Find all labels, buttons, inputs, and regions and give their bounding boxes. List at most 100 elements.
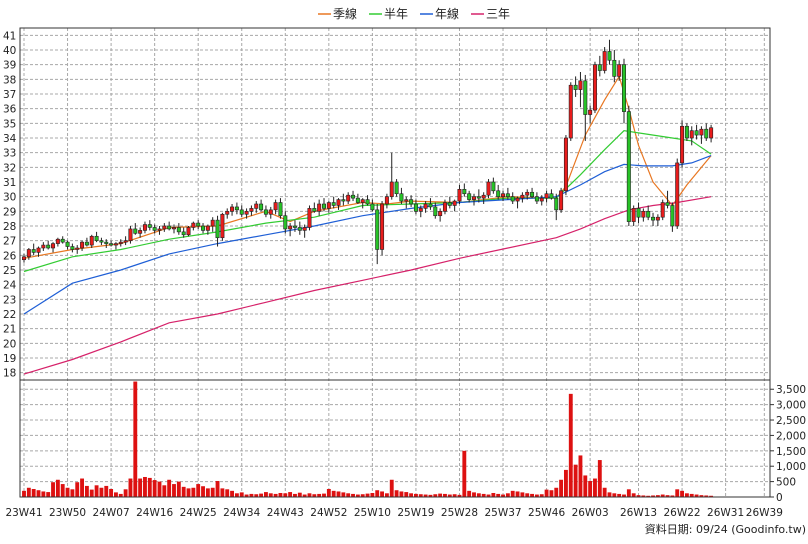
- candle-body: [133, 228, 138, 234]
- candle-body: [380, 203, 385, 250]
- legend-label-3: 三年: [486, 7, 510, 21]
- candle-body: [622, 64, 626, 112]
- volume-bar: [684, 493, 689, 497]
- x-tick-label: 24W16: [136, 507, 173, 519]
- candle-body: [554, 197, 559, 211]
- price-tick-label: 21: [3, 324, 16, 336]
- candle-body: [481, 194, 486, 199]
- x-tick-label: 25W28: [441, 507, 478, 519]
- volume-panel-frame: [19, 379, 771, 498]
- x-tick-label: 26W13: [620, 507, 657, 519]
- price-tick-label: 24: [3, 280, 17, 292]
- candle-body: [142, 224, 147, 231]
- volume-bar: [317, 493, 322, 497]
- price-tick-label: 29: [3, 206, 16, 218]
- x-tick-label: 26W39: [746, 507, 783, 519]
- volume-bar: [172, 484, 176, 497]
- volume-bar: [646, 495, 651, 497]
- candle-body: [317, 203, 322, 212]
- volume-bar: [593, 478, 597, 497]
- volume-bar: [22, 490, 26, 497]
- candle-body: [413, 203, 418, 212]
- volume-bar: [559, 479, 564, 497]
- price-tick-label: 30: [3, 192, 16, 204]
- volume-bar: [210, 487, 215, 497]
- candle-body: [31, 249, 36, 253]
- volume-bar: [41, 491, 46, 497]
- volume-bar: [689, 493, 694, 497]
- volume-bar: [128, 478, 133, 497]
- volume-bar: [380, 491, 384, 497]
- volume-bar: [196, 484, 201, 497]
- price-tick-label: 35: [3, 118, 16, 130]
- volume-bar: [704, 495, 709, 497]
- volume-bar: [322, 493, 326, 497]
- volume-bar: [452, 494, 457, 497]
- candle-body: [123, 240, 128, 243]
- volume-bars: [22, 381, 714, 497]
- candle-body: [176, 227, 181, 233]
- volume-bar: [515, 491, 520, 497]
- volume-bar: [607, 492, 612, 497]
- candle-body: [530, 191, 535, 197]
- volume-bar: [244, 494, 249, 497]
- candle-body: [191, 222, 196, 228]
- volume-bar: [152, 480, 157, 497]
- volume-bar: [26, 487, 31, 497]
- candle-body: [375, 209, 380, 250]
- price-tick-label: 26: [3, 250, 17, 262]
- candle-body: [244, 211, 249, 215]
- volume-bar: [389, 479, 394, 497]
- volume-bar: [312, 494, 317, 497]
- volume-bar: [89, 489, 94, 497]
- volume-bar: [534, 494, 539, 497]
- volume-bar: [118, 493, 123, 497]
- candle-body: [370, 203, 375, 211]
- candle-body: [467, 193, 472, 200]
- volume-axis: 0 500 1,000 1,500 2,000 2,500 3,000 3,500: [770, 384, 806, 504]
- volume-bar: [273, 493, 278, 497]
- volume-bar: [375, 490, 380, 497]
- volume-bar: [104, 485, 109, 497]
- volume-bar: [278, 492, 283, 497]
- candle-body: [651, 216, 656, 221]
- candle-body: [563, 137, 568, 192]
- volume-bar: [75, 482, 80, 497]
- candle-body: [268, 209, 273, 215]
- price-tick-label: 32: [3, 162, 16, 174]
- candle-body: [341, 199, 346, 202]
- volume-bar: [302, 494, 307, 497]
- volume-bar: [94, 485, 99, 497]
- candle-body: [225, 211, 230, 215]
- legend: 季線 半年 年線 三年: [318, 6, 510, 21]
- ma-line-3: [23, 196, 712, 375]
- candle-body: [312, 208, 317, 212]
- candle-body: [699, 128, 704, 136]
- candle-body: [322, 203, 326, 209]
- candle-body: [394, 181, 399, 195]
- volume-bar: [351, 493, 355, 497]
- volume-bar: [583, 475, 588, 497]
- volume-bar: [70, 489, 75, 497]
- volume-bar: [370, 492, 375, 497]
- candle-body: [220, 213, 225, 239]
- candle-body: [351, 194, 356, 199]
- candle-body: [534, 196, 539, 202]
- volume-tick-label: 1,500: [776, 446, 806, 458]
- volume-bar: [268, 493, 273, 497]
- candle-body: [612, 59, 617, 77]
- panel-frames: [19, 27, 771, 498]
- candle-body: [118, 241, 123, 244]
- volume-bar: [176, 481, 181, 497]
- candle-body: [239, 209, 244, 215]
- volume-bar: [215, 480, 220, 497]
- candle-body: [360, 199, 365, 203]
- volume-bar: [123, 489, 128, 497]
- x-tick-label: 25W10: [354, 507, 391, 519]
- volume-tick-label: 0: [776, 492, 783, 504]
- x-tick-label: 26W31: [707, 507, 744, 519]
- candle-body: [254, 203, 259, 209]
- x-tick-label: 24W07: [93, 507, 130, 519]
- candle-body: [423, 203, 428, 209]
